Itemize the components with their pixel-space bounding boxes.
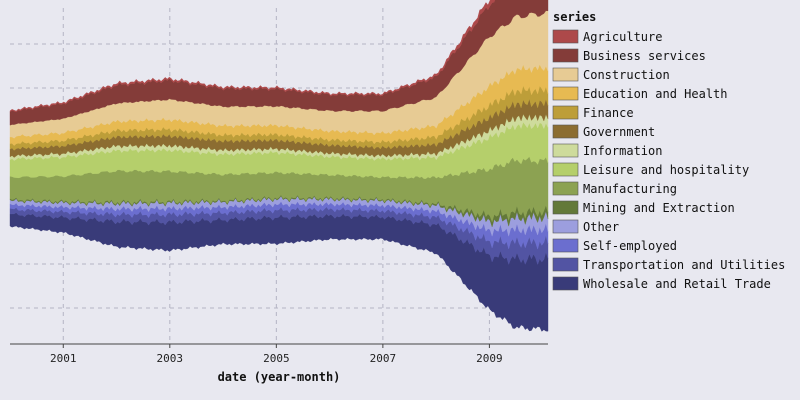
legend-label: Government bbox=[583, 125, 655, 139]
legend-item-construction: Construction bbox=[552, 67, 670, 82]
legend-swatch bbox=[552, 181, 579, 196]
legend-label: Mining and Extraction bbox=[583, 201, 735, 215]
stream-areas bbox=[9, 0, 549, 332]
legend-label: Education and Health bbox=[583, 87, 728, 101]
legend-item-agriculture: Agriculture bbox=[552, 29, 662, 44]
legend-swatch bbox=[552, 67, 579, 82]
legend-label: Business services bbox=[583, 49, 706, 63]
legend-item-transportation-and-utilities: Transportation and Utilities bbox=[552, 257, 785, 272]
x-tick-label: 2009 bbox=[476, 352, 503, 365]
legend-swatch bbox=[552, 143, 579, 158]
x-tick-label: 2003 bbox=[157, 352, 184, 365]
legend-swatch bbox=[552, 124, 579, 139]
legend-item-business-services: Business services bbox=[552, 48, 706, 63]
x-axis: 2001 2003 2005 2007 2009 bbox=[10, 343, 548, 365]
legend-item-finance: Finance bbox=[552, 105, 634, 120]
legend-item-wholesale-and-retail-trade: Wholesale and Retail Trade bbox=[552, 276, 771, 291]
legend-label: Other bbox=[583, 220, 619, 234]
legend-label: Manufacturing bbox=[583, 182, 677, 196]
legend-label: Information bbox=[583, 144, 662, 158]
legend-swatch bbox=[552, 105, 579, 120]
x-tick-label: 2005 bbox=[263, 352, 290, 365]
legend-swatch bbox=[552, 48, 579, 63]
legend-label: Finance bbox=[583, 106, 634, 120]
legend-item-education-and-health: Education and Health bbox=[552, 86, 728, 101]
legend-label: Wholesale and Retail Trade bbox=[583, 277, 771, 291]
legend-item-information: Information bbox=[552, 143, 662, 158]
legend-swatch bbox=[552, 238, 579, 253]
legend-item-leisure-and-hospitality: Leisure and hospitality bbox=[552, 162, 749, 177]
x-axis-label: date (year-month) bbox=[218, 370, 341, 384]
x-tick-label: 2007 bbox=[370, 352, 397, 365]
legend-swatch bbox=[552, 29, 579, 44]
legend-title: series bbox=[553, 10, 596, 24]
legend-label: Construction bbox=[583, 68, 670, 82]
legend-swatch bbox=[552, 276, 579, 291]
legend-item-government: Government bbox=[552, 124, 655, 139]
legend-label: Leisure and hospitality bbox=[583, 163, 749, 177]
legend-label: Agriculture bbox=[583, 30, 662, 44]
legend-swatch bbox=[552, 162, 579, 177]
legend-label: Transportation and Utilities bbox=[583, 258, 785, 272]
legend-swatch bbox=[552, 219, 579, 234]
legend-swatch bbox=[552, 200, 579, 215]
legend-item-other: Other bbox=[552, 219, 619, 234]
legend-item-mining-and-extraction: Mining and Extraction bbox=[552, 200, 735, 215]
legend-item-manufacturing: Manufacturing bbox=[552, 181, 677, 196]
legend-swatch bbox=[552, 257, 579, 272]
legend-label: Self-employed bbox=[583, 239, 677, 253]
legend-item-self-employed: Self-employed bbox=[552, 238, 677, 253]
legend: series Agriculture Business services Const… bbox=[552, 10, 785, 291]
x-tick-label: 2001 bbox=[50, 352, 77, 365]
legend-swatch bbox=[552, 86, 579, 101]
area-agriculture bbox=[9, 0, 496, 113]
